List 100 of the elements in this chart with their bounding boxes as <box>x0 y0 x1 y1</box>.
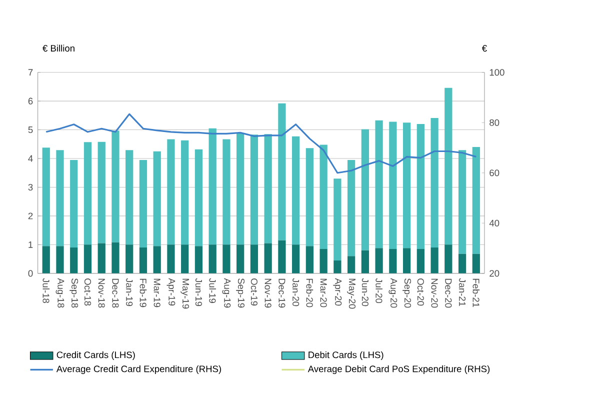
bar <box>112 242 120 274</box>
bar <box>402 248 411 274</box>
bar <box>320 144 328 249</box>
bar <box>194 149 203 246</box>
x-tick-label: Aug-19 <box>222 278 231 308</box>
bar <box>70 248 78 274</box>
x-tick-label: Jan-21 <box>459 278 466 306</box>
x-tick-label: Sep-20 <box>402 278 411 308</box>
bar <box>361 250 369 274</box>
bar <box>416 124 424 249</box>
x-tick-label: Feb-21 <box>472 278 480 308</box>
y2-tick-label: 80 <box>490 119 500 126</box>
bar <box>389 122 397 249</box>
bar <box>278 240 286 274</box>
x-tick-label: Jun-19 <box>195 278 202 306</box>
bar <box>264 134 272 244</box>
x-tick-label: Oct-19 <box>250 278 258 306</box>
bar <box>458 254 466 274</box>
x-tick-label: Sep-18 <box>70 278 78 308</box>
x-tick-label: Aug-20 <box>388 278 398 308</box>
x-tick-label: Nov-20 <box>431 278 438 308</box>
y-tick-label: 0 <box>28 270 33 277</box>
bar <box>472 147 480 254</box>
x-tick-label: May-20 <box>347 278 356 309</box>
bar <box>334 178 342 260</box>
bar <box>181 244 189 274</box>
legend-label: Debit Cards (LHS) <box>308 351 384 360</box>
bar <box>222 244 230 274</box>
bar <box>320 248 328 274</box>
bar <box>42 148 50 246</box>
bar <box>208 128 216 245</box>
x-tick-label: May-19 <box>180 278 190 309</box>
y-tick-label: 1 <box>28 241 33 248</box>
legend-label: Average Debit Card PoS Expenditure (RHS) <box>308 365 490 374</box>
y2-axis-title: € <box>482 45 487 52</box>
bar <box>56 246 64 274</box>
bar <box>278 103 286 240</box>
x-tick-label: Mar-19 <box>154 278 160 308</box>
x-tick-label: Nov-19 <box>264 278 272 308</box>
bar <box>126 150 134 245</box>
x-tick-label: Apr-19 <box>166 278 176 306</box>
bar <box>458 150 466 254</box>
bar <box>181 140 189 245</box>
x-tick-label: Dec-18 <box>112 278 119 308</box>
bar <box>361 129 369 250</box>
bar <box>375 248 383 274</box>
x-tick-label: Aug-18 <box>56 278 64 308</box>
bar <box>42 246 50 274</box>
bar <box>126 244 134 274</box>
y2-tick-label: 100 <box>490 69 504 76</box>
bar <box>236 134 244 245</box>
bar <box>98 243 106 274</box>
x-tick-label: Jul-20 <box>376 278 382 304</box>
bar <box>167 244 175 274</box>
bar <box>375 120 383 248</box>
bar <box>112 130 120 242</box>
legend-label: Average Credit Card Expenditure (RHS) <box>56 365 221 374</box>
bar <box>430 118 438 248</box>
y2-tick-label: 60 <box>490 170 500 176</box>
bar <box>56 150 64 246</box>
bar <box>208 244 216 274</box>
bar <box>444 244 452 274</box>
legend-label: Credit Cards (LHS) <box>56 351 135 360</box>
bar <box>444 88 452 245</box>
x-tick-label: Jun-20 <box>362 278 368 306</box>
bar <box>292 136 300 245</box>
bar <box>264 243 272 274</box>
x-tick-label: Mar-20 <box>320 278 327 308</box>
x-tick-label: Jan-20 <box>292 278 300 306</box>
bar <box>194 246 203 274</box>
bar <box>306 148 314 246</box>
y2-tick-label: 40 <box>489 220 500 226</box>
bar <box>167 139 175 245</box>
bar <box>250 244 258 274</box>
x-tick-label: Sep-19 <box>236 278 245 308</box>
y-tick-label: 7 <box>28 69 33 76</box>
x-tick-label: Oct-20 <box>417 278 424 306</box>
x-tick-label: Apr-20 <box>333 278 342 306</box>
x-tick-label: Oct-18 <box>84 278 92 306</box>
bar <box>236 244 244 274</box>
x-tick-label: Dec-19 <box>278 278 286 308</box>
y-tick-label: 2 <box>28 212 33 220</box>
bar <box>334 260 342 274</box>
y-tick-label: 3 <box>28 184 33 191</box>
x-tick-label: Jul-18 <box>42 278 50 303</box>
x-tick-label: Jan-19 <box>126 278 133 306</box>
line-series <box>45 113 477 174</box>
bar <box>153 246 161 274</box>
y-tick-label: 5 <box>28 126 33 134</box>
x-tick-label: Dec-20 <box>445 278 452 308</box>
y2-tick-label: 20 <box>490 270 500 277</box>
bar <box>250 134 258 245</box>
bar <box>416 248 424 274</box>
x-tick-label: Feb-19 <box>140 278 147 308</box>
bar <box>84 244 92 274</box>
y-tick-label: 4 <box>28 155 33 162</box>
bar <box>98 142 106 244</box>
bar <box>430 248 438 274</box>
bar <box>70 160 78 248</box>
x-tick-label: Feb-20 <box>306 278 314 308</box>
